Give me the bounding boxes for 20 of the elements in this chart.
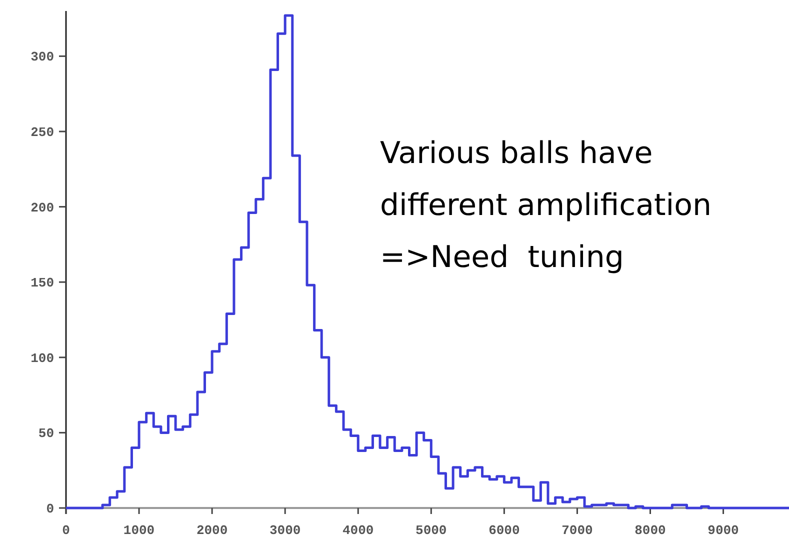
x-tick-label: 2000 xyxy=(196,523,228,538)
x-tick-label: 9000 xyxy=(708,523,740,538)
x-tick-label: 3000 xyxy=(269,523,301,538)
y-tick-label: 250 xyxy=(30,125,54,140)
x-tick-label: 7000 xyxy=(562,523,594,538)
y-tick-label: 300 xyxy=(30,50,54,65)
annotation: different amplification xyxy=(380,188,712,223)
x-tick-label: 1000 xyxy=(123,523,155,538)
annotation: =>Need tuning xyxy=(380,240,624,275)
y-tick-label: 100 xyxy=(30,350,54,366)
x-tick-label: 5000 xyxy=(416,523,447,538)
y-tick-label: 50 xyxy=(38,426,54,442)
y-tick-label: 0 xyxy=(46,502,54,517)
x-tick-label: 8000 xyxy=(634,523,666,538)
y-tick-label: 200 xyxy=(30,200,54,216)
y-tick-label: 150 xyxy=(30,276,54,291)
x-tick-label: 4000 xyxy=(342,523,374,538)
annotation: Various balls have xyxy=(380,136,653,171)
x-tick-label: 0 xyxy=(62,523,70,538)
x-tick-label: 6000 xyxy=(488,523,520,538)
